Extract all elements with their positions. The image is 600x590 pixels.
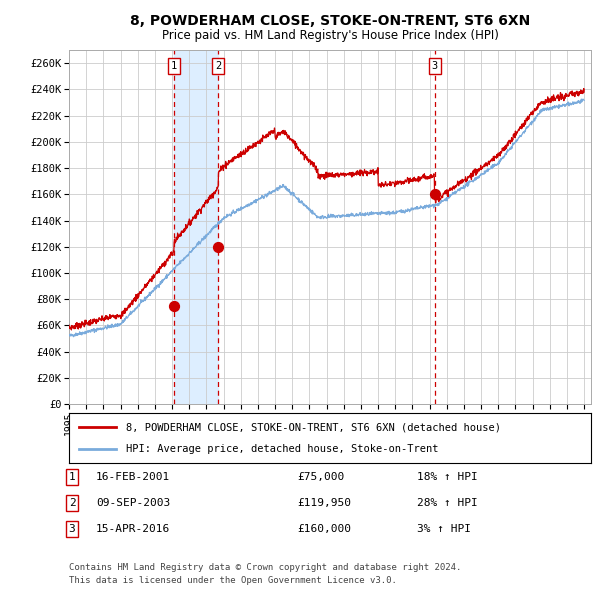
Text: Price paid vs. HM Land Registry's House Price Index (HPI): Price paid vs. HM Land Registry's House … bbox=[161, 29, 499, 42]
Text: 1: 1 bbox=[171, 61, 177, 71]
Text: £75,000: £75,000 bbox=[297, 472, 344, 481]
Text: 8, POWDERHAM CLOSE, STOKE-ON-TRENT, ST6 6XN: 8, POWDERHAM CLOSE, STOKE-ON-TRENT, ST6 … bbox=[130, 14, 530, 28]
Text: Contains HM Land Registry data © Crown copyright and database right 2024.: Contains HM Land Registry data © Crown c… bbox=[69, 563, 461, 572]
Text: 3: 3 bbox=[431, 61, 437, 71]
Text: This data is licensed under the Open Government Licence v3.0.: This data is licensed under the Open Gov… bbox=[69, 576, 397, 585]
Point bbox=[214, 242, 223, 251]
Text: 3: 3 bbox=[68, 524, 76, 533]
Text: 8, POWDERHAM CLOSE, STOKE-ON-TRENT, ST6 6XN (detached house): 8, POWDERHAM CLOSE, STOKE-ON-TRENT, ST6 … bbox=[127, 422, 502, 432]
Text: 3% ↑ HPI: 3% ↑ HPI bbox=[417, 524, 471, 533]
Text: £119,950: £119,950 bbox=[297, 498, 351, 507]
Text: 28% ↑ HPI: 28% ↑ HPI bbox=[417, 498, 478, 507]
Text: £160,000: £160,000 bbox=[297, 524, 351, 533]
Text: 2: 2 bbox=[68, 498, 76, 507]
Point bbox=[430, 189, 439, 199]
Bar bbox=[174, 50, 218, 404]
Text: 2: 2 bbox=[215, 61, 221, 71]
Text: 1: 1 bbox=[68, 472, 76, 481]
Text: HPI: Average price, detached house, Stoke-on-Trent: HPI: Average price, detached house, Stok… bbox=[127, 444, 439, 454]
Point bbox=[169, 301, 179, 310]
Text: 09-SEP-2003: 09-SEP-2003 bbox=[96, 498, 170, 507]
Text: 15-APR-2016: 15-APR-2016 bbox=[96, 524, 170, 533]
Text: 16-FEB-2001: 16-FEB-2001 bbox=[96, 472, 170, 481]
Text: 18% ↑ HPI: 18% ↑ HPI bbox=[417, 472, 478, 481]
